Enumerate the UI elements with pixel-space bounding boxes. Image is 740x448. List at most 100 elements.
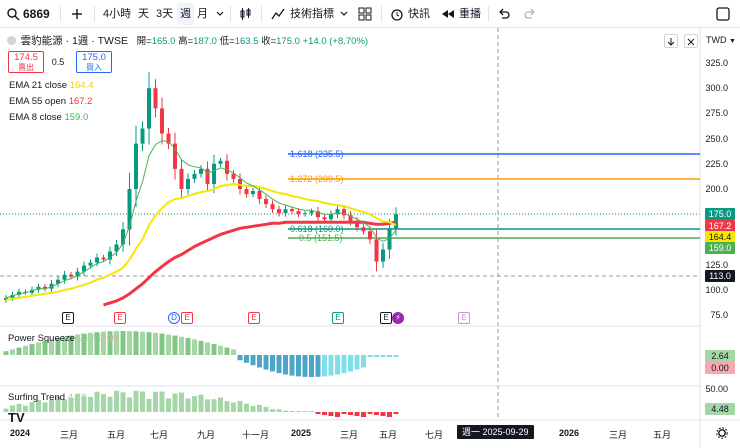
surfing-trend-bar [10, 405, 15, 412]
candle-series [4, 72, 398, 303]
gear-icon[interactable] [716, 426, 730, 440]
candle-body [147, 88, 151, 129]
symbol-label[interactable]: 6869 [23, 7, 50, 21]
power-squeeze-bar [380, 355, 386, 357]
price-tag: 113.0 [705, 270, 735, 282]
candle-body [121, 229, 125, 245]
surfing-trend-bar [367, 412, 373, 414]
chevron-down-icon[interactable] [213, 7, 227, 21]
layout-grid-icon[interactable] [358, 7, 372, 21]
price-chart[interactable] [0, 28, 740, 448]
candle-body [238, 178, 242, 189]
symbol-legend[interactable]: 雲豹能源 · 1週 · TWSE 開=165.0 高=187.0 低=163.5… [7, 33, 368, 48]
surfing-trend-bar [348, 412, 353, 415]
surfing-trend-bar [302, 411, 308, 412]
close-icon[interactable] [684, 34, 698, 48]
candle-body [10, 294, 15, 298]
search-icon[interactable] [6, 7, 20, 21]
candle [179, 159, 184, 199]
buy-button[interactable]: 175.0 買入 [76, 51, 112, 73]
surfing-trend-bar [296, 411, 301, 412]
surfing-trend-histogram [3, 390, 399, 417]
power-squeeze-bar [270, 355, 275, 372]
candle-body [205, 168, 210, 184]
price-axis-label: 225.0 [705, 158, 728, 169]
power-squeeze-bar [257, 355, 262, 368]
interval-1w[interactable]: 週 [177, 3, 194, 25]
event-marker[interactable]: E [458, 312, 470, 324]
visibility-icon[interactable] [7, 36, 16, 45]
surfing-trend-bar [16, 403, 22, 412]
price-axis-label: 325.0 [705, 58, 728, 68]
interval-3d[interactable]: 3天 [156, 8, 174, 20]
candle-body [329, 214, 333, 220]
surfing-trend-bar [153, 391, 158, 412]
fullscreen-icon[interactable] [716, 7, 730, 21]
power-squeeze-bar [276, 355, 282, 374]
candle [251, 187, 255, 198]
plus-icon[interactable] [70, 7, 84, 21]
event-marker[interactable]: ⚡ [392, 312, 404, 324]
surfing-trend-bar [68, 397, 74, 412]
indicators-button[interactable]: 技術指標 [290, 8, 334, 20]
interval-1d[interactable]: 天 [138, 8, 149, 20]
candle [212, 154, 216, 194]
currency-selector[interactable]: TWD ▼ [706, 35, 736, 45]
ema21-legend[interactable]: EMA 21 close 164.4 [9, 80, 94, 91]
undo-icon[interactable] [497, 7, 511, 21]
power-squeeze-bar [335, 355, 340, 375]
alarm-clock-icon[interactable] [390, 7, 404, 21]
surfing-trend-bar [29, 402, 35, 412]
candle [127, 172, 132, 246]
redo-icon[interactable] [523, 7, 537, 21]
surfing-trend-legend[interactable]: Surfing Trend 4.48 [8, 392, 87, 403]
surfing-trend-bar [166, 398, 171, 412]
event-marker[interactable]: E [181, 312, 193, 324]
power-squeeze-bar [302, 355, 308, 377]
surfing-trend-bar [231, 402, 236, 412]
indicators-icon[interactable] [271, 7, 285, 21]
surfing-trend-bar [146, 398, 152, 412]
candle-body [62, 274, 67, 280]
sell-button[interactable]: 174.5 賣出 [8, 51, 44, 73]
event-marker[interactable]: E [62, 312, 74, 324]
power-squeeze-bar [354, 355, 360, 370]
rewind-icon[interactable] [441, 7, 455, 21]
event-marker[interactable]: E [248, 312, 260, 324]
candle-body [173, 143, 177, 169]
alert-button[interactable]: 快訊 [408, 8, 430, 20]
event-marker[interactable]: E [114, 312, 126, 324]
interval-1m[interactable]: 月 [197, 8, 208, 20]
candle-body [43, 286, 47, 289]
legend-title: 雲豹能源 · 1週 · TWSE [20, 35, 128, 47]
surfing-trend-bar [205, 399, 210, 412]
candle [257, 186, 262, 204]
candle [43, 284, 47, 292]
power-squeeze-bar [296, 355, 301, 377]
power-squeeze-legend[interactable]: Power Squeeze 2.64 0.00 [8, 333, 118, 344]
surfing-trend-bar [3, 408, 9, 412]
event-marker[interactable]: E [380, 312, 392, 324]
power-squeeze-bar [62, 336, 67, 355]
power-squeeze-bar [328, 355, 334, 376]
candle [316, 207, 320, 222]
power-squeeze-bar [387, 355, 392, 357]
interval-4h[interactable]: 4小時 [103, 8, 132, 20]
power-squeeze-bar [127, 331, 132, 355]
time-axis-label: 七月 [150, 430, 169, 440]
chevron-down-icon[interactable] [337, 7, 351, 21]
event-marker[interactable]: E [332, 312, 344, 324]
power-squeeze-bar [283, 355, 288, 375]
power-squeeze-bar [289, 355, 295, 376]
arrow-down-icon[interactable] [664, 34, 678, 48]
replay-button[interactable]: 重播 [459, 8, 481, 20]
power-squeeze-bar [120, 331, 126, 355]
ema8-legend[interactable]: EMA 8 close 159.0 [9, 112, 89, 123]
surfing-axis-label: 50.00 [705, 384, 728, 394]
event-marker[interactable]: D [168, 312, 180, 324]
ema55-legend[interactable]: EMA 55 open 167.2 [9, 96, 93, 107]
power-squeeze-bar [42, 340, 48, 355]
candle [322, 214, 327, 222]
fib-label-05: 0.5 (151.5) [299, 233, 343, 243]
candle-type-icon[interactable] [238, 7, 252, 21]
